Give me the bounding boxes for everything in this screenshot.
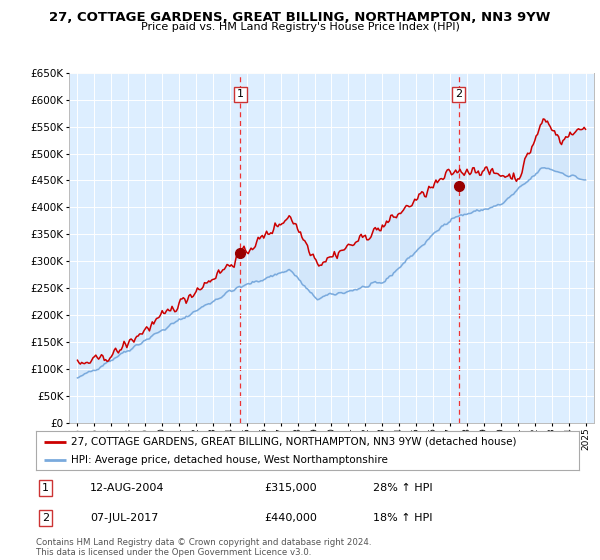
- Text: Price paid vs. HM Land Registry's House Price Index (HPI): Price paid vs. HM Land Registry's House …: [140, 22, 460, 32]
- Text: 28% ↑ HPI: 28% ↑ HPI: [373, 483, 432, 493]
- Text: HPI: Average price, detached house, West Northamptonshire: HPI: Average price, detached house, West…: [71, 455, 388, 465]
- Text: 1: 1: [42, 483, 49, 493]
- Text: £315,000: £315,000: [264, 483, 317, 493]
- Text: £440,000: £440,000: [264, 513, 317, 523]
- Text: 2: 2: [42, 513, 49, 523]
- Text: 1: 1: [237, 90, 244, 99]
- Text: 18% ↑ HPI: 18% ↑ HPI: [373, 513, 432, 523]
- Text: 2: 2: [455, 90, 463, 99]
- Text: 07-JUL-2017: 07-JUL-2017: [91, 513, 158, 523]
- Text: 12-AUG-2004: 12-AUG-2004: [91, 483, 165, 493]
- Text: Contains HM Land Registry data © Crown copyright and database right 2024.
This d: Contains HM Land Registry data © Crown c…: [36, 538, 371, 557]
- Text: 27, COTTAGE GARDENS, GREAT BILLING, NORTHAMPTON, NN3 9YW (detached house): 27, COTTAGE GARDENS, GREAT BILLING, NORT…: [71, 437, 517, 447]
- Text: 27, COTTAGE GARDENS, GREAT BILLING, NORTHAMPTON, NN3 9YW: 27, COTTAGE GARDENS, GREAT BILLING, NORT…: [49, 11, 551, 24]
